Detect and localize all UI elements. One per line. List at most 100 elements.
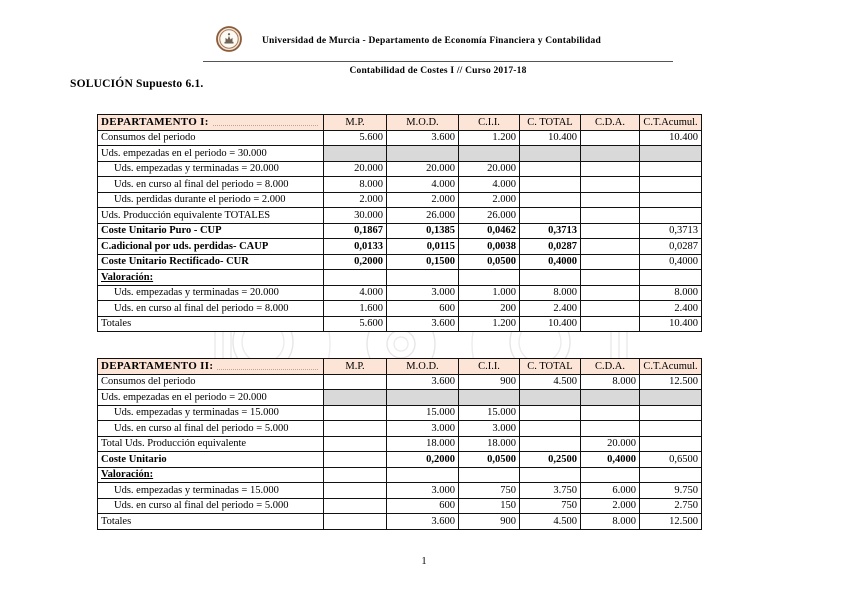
cell-value — [458, 145, 520, 162]
cell-value — [519, 404, 581, 421]
row-label: Uds. empezadas y terminadas = 20.000 — [97, 284, 324, 301]
cell-value — [323, 435, 387, 452]
row-label: Coste Unitario Puro - CUP — [97, 222, 324, 239]
cell-value: 0,0287 — [519, 238, 581, 255]
row-label: Valoración: — [97, 269, 324, 286]
cost-table: DEPARTAMENTO II: M.P. M.O.D. C.I.I. C. TOTAL… — [97, 358, 702, 530]
cell-value — [386, 389, 459, 406]
table-row: Valoración: — [97, 269, 702, 286]
row-label: Totales — [97, 315, 324, 332]
table-header-row: DEPARTAMENTO II: M.P. M.O.D. C.I.I. C. TOTAL… — [97, 358, 702, 375]
cell-value: 0,2000 — [323, 253, 387, 270]
table-row: Consumos del periodo 5.600 3.600 1.200 10.40… — [97, 129, 702, 146]
row-label: Uds. en curso al final del periodo = 8.0… — [97, 300, 324, 317]
cell-value — [639, 160, 702, 177]
cell-value: 3.600 — [386, 315, 459, 332]
table-row: Uds. empezadas y terminadas = 20.000 20.0… — [97, 160, 702, 177]
row-label: Totales — [97, 513, 324, 530]
cell-value: 5.600 — [323, 129, 387, 146]
cell-value: 750 — [519, 497, 581, 514]
cell-value: 0,0038 — [458, 238, 520, 255]
cell-value: 600 — [386, 497, 459, 514]
cell-value — [519, 420, 581, 437]
table-row: Uds. empezadas en el periodo = 30.000 — [97, 145, 702, 162]
cell-value — [519, 160, 581, 177]
cell-value: 0,0287 — [639, 238, 702, 255]
column-header: M.O.D. — [386, 114, 459, 131]
cell-value: 3.000 — [386, 482, 459, 499]
cell-value: 2.400 — [519, 300, 581, 317]
cell-value: 2.000 — [386, 191, 459, 208]
cell-value — [639, 269, 702, 286]
cell-value: 9.750 — [639, 482, 702, 499]
cell-value — [323, 420, 387, 437]
cell-value — [323, 404, 387, 421]
cell-value: 3.600 — [386, 129, 459, 146]
row-label: Uds. empezadas en el periodo = 20.000 — [97, 389, 324, 406]
cell-value: 20.000 — [580, 435, 640, 452]
cell-value: 20.000 — [323, 160, 387, 177]
table-row: Uds. empezadas y terminadas = 15.000 3.00… — [97, 482, 702, 499]
cell-value: 4.500 — [519, 373, 581, 390]
cell-value: 0,4000 — [519, 253, 581, 270]
row-label: Uds. perdidas durante el periodo = 2.000 — [97, 191, 324, 208]
cell-value: 26.000 — [386, 207, 459, 224]
table-title: DEPARTAMENTO I: — [97, 114, 324, 131]
cell-value: 0,1867 — [323, 222, 387, 239]
column-header: M.O.D. — [386, 358, 459, 375]
cell-value: 3.000 — [386, 420, 459, 437]
cell-value — [323, 373, 387, 390]
cell-value: 1.200 — [458, 129, 520, 146]
column-header: C.T.Acumul. — [639, 358, 702, 375]
cell-value — [323, 389, 387, 406]
cell-value — [323, 497, 387, 514]
cell-value — [323, 466, 387, 483]
cell-value — [580, 315, 640, 332]
table-row: Coste Unitario Rectificado- CUR 0,2000 0,1… — [97, 253, 702, 270]
cell-value: 8.000 — [580, 513, 640, 530]
cell-value: 0,0133 — [323, 238, 387, 255]
cell-value: 4.000 — [386, 176, 459, 193]
cell-value — [639, 389, 702, 406]
column-header: C.I.I. — [458, 114, 520, 131]
cell-value: 15.000 — [458, 404, 520, 421]
row-label: C.adicional por uds. perdidas- CAUP — [97, 238, 324, 255]
cell-value — [519, 389, 581, 406]
cell-value — [323, 513, 387, 530]
cell-value — [386, 269, 459, 286]
cost-table: DEPARTAMENTO I: M.P. M.O.D. C.I.I. C. TOTAL C… — [97, 114, 702, 332]
cell-value: 4.000 — [458, 176, 520, 193]
cell-value — [519, 191, 581, 208]
column-header: M.P. — [323, 358, 387, 375]
table-row: Total Uds. Producción equivalente 18.000 1… — [97, 435, 702, 452]
row-label: Uds. en curso al final del periodo = 8.0… — [97, 176, 324, 193]
table-title: DEPARTAMENTO II: — [97, 358, 324, 375]
cell-value — [519, 435, 581, 452]
row-label: Uds. en curso al final del periodo = 5.0… — [97, 497, 324, 514]
department-2-table: DEPARTAMENTO II: M.P. M.O.D. C.I.I. C. TOTAL… — [97, 358, 702, 530]
table-row: Consumos del periodo 3.600 900 4.500 8.000 12… — [97, 373, 702, 390]
table-row: Totales 5.600 3.600 1.200 10.400 10.400 — [97, 315, 702, 332]
cell-value — [639, 191, 702, 208]
cell-value — [639, 176, 702, 193]
cell-value: 3.600 — [386, 513, 459, 530]
cell-value — [639, 435, 702, 452]
org-header-text: Universidad de Murcia - Departamento de … — [262, 36, 601, 46]
cell-value — [519, 145, 581, 162]
cell-value — [580, 420, 640, 437]
cell-value: 0,2500 — [519, 451, 581, 468]
cell-value: 0,0500 — [458, 253, 520, 270]
course-header-text: Contabilidad de Costes I // Curso 2017-1… — [349, 66, 527, 76]
cell-value: 1.200 — [458, 315, 520, 332]
cell-value — [639, 207, 702, 224]
cell-value — [458, 269, 520, 286]
cell-value — [458, 389, 520, 406]
row-label: Consumos del periodo — [97, 373, 324, 390]
cell-value — [580, 207, 640, 224]
cell-value: 10.400 — [639, 315, 702, 332]
table-row: Uds. en curso al final del periodo = 8.0… — [97, 176, 702, 193]
row-label: Coste Unitario — [97, 451, 324, 468]
cell-value — [580, 145, 640, 162]
cell-value: 150 — [458, 497, 520, 514]
